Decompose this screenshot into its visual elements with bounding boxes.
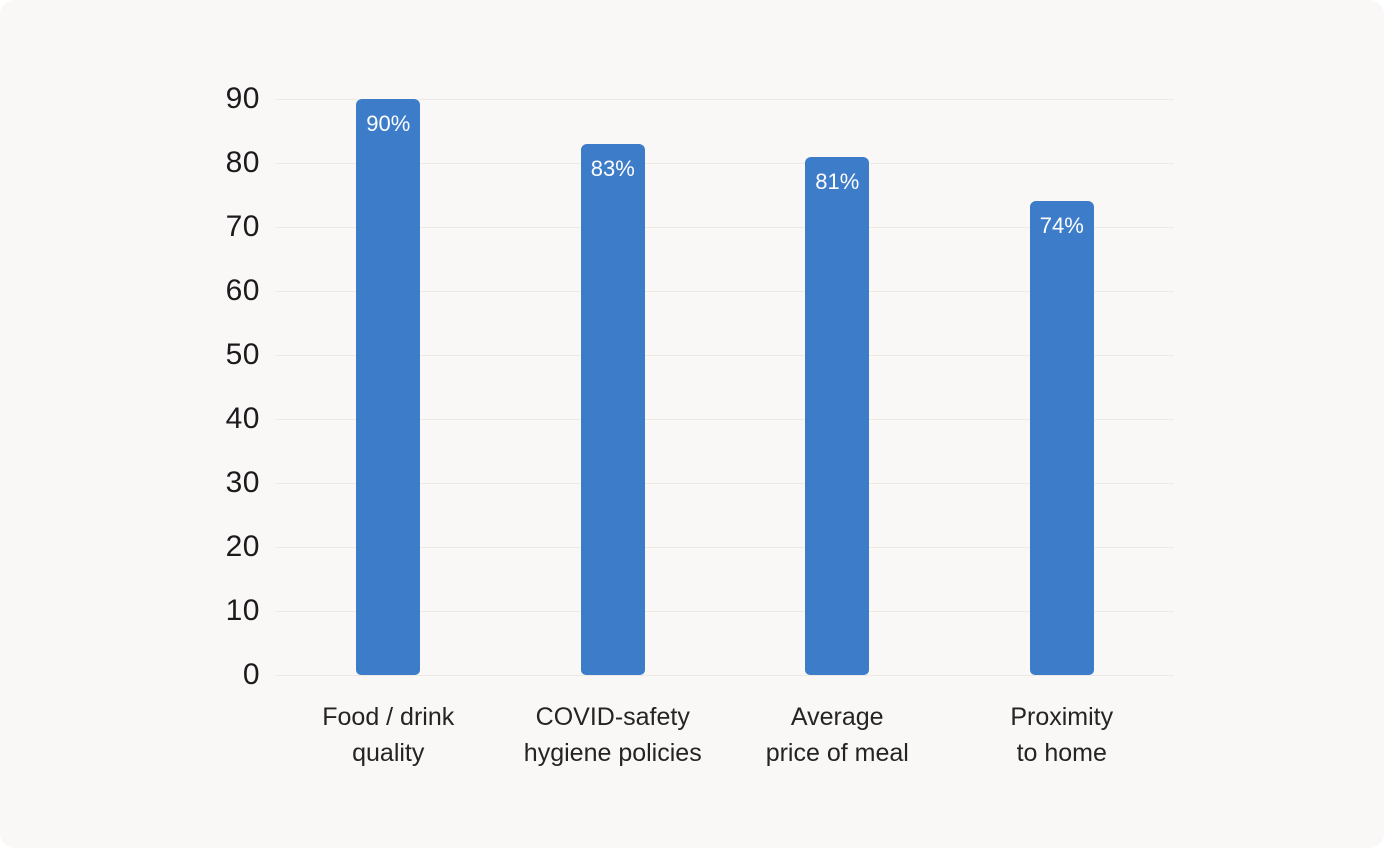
- y-axis: 0 10 20 30 40 50 60 70 80 90: [150, 84, 260, 690]
- category-label: Food / drink quality: [322, 703, 455, 767]
- bar-value-label: 90%: [366, 111, 411, 136]
- bar: 90%: [356, 99, 421, 675]
- category-label: COVID-safety hygiene policies: [523, 703, 702, 767]
- y-tick-label: 40: [225, 402, 260, 435]
- gridline: [276, 482, 1174, 484]
- y-tick-label: 60: [225, 274, 260, 307]
- gridline: [276, 290, 1174, 292]
- plot-area: 90% 83% 81% 74%: [276, 98, 1174, 676]
- gridline: [276, 226, 1174, 228]
- bar: 74%: [1029, 201, 1094, 675]
- y-tick-label: 30: [225, 466, 260, 499]
- bar-value-label: 81%: [815, 168, 860, 194]
- bar: 83%: [580, 143, 645, 675]
- bar-value-label: 83%: [590, 155, 635, 181]
- y-tick-label: 90: [225, 82, 260, 115]
- gridline: [276, 546, 1174, 548]
- category-label: Proximity to home: [1010, 703, 1114, 767]
- gridline: [276, 674, 1174, 676]
- y-tick-label: 20: [225, 530, 260, 563]
- y-tick-label: 80: [225, 146, 260, 179]
- y-tick-label: 70: [225, 210, 260, 243]
- bar: 81%: [805, 156, 870, 675]
- y-tick-label: 10: [225, 594, 260, 627]
- gridline: [276, 418, 1174, 420]
- bar-value-label: 74%: [1039, 213, 1084, 239]
- gridline: [276, 98, 1174, 100]
- y-tick-label: 0: [242, 658, 260, 691]
- gridline: [276, 354, 1174, 356]
- gridline: [276, 162, 1174, 164]
- category-label: Average price of meal: [765, 703, 909, 767]
- y-tick-label: 50: [225, 338, 260, 371]
- gridline: [276, 610, 1174, 612]
